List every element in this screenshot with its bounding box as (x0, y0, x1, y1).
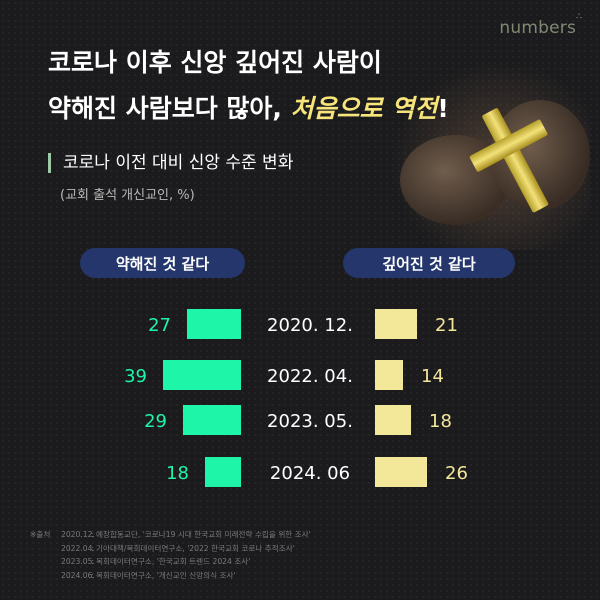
footnotes: ※출처 2020.12.: 예장합동교단, '코로나19 시대 한국교회 미래전략… (30, 528, 311, 582)
bar-deeper (375, 309, 417, 339)
category-label: 2022. 04. (267, 366, 353, 387)
value-label-deeper: 14 (421, 366, 444, 387)
headline-line-1: 코로나 이후 신앙 깊어진 사람이 (48, 48, 382, 77)
section-caption: (교회 출석 개신교인, %) (60, 188, 195, 203)
category-label: 2020. 12. (267, 315, 353, 336)
headline: 코로나 이후 신앙 깊어진 사람이 약해진 사람보다 많아, 처음으로 역전! (48, 40, 449, 132)
bar-weaker (163, 360, 241, 390)
diverging-bar-chart: 27 2020. 12. 21 39 2022. 04. 14 29 2023. 05. 18 1… (124, 309, 468, 487)
bar-deeper (375, 405, 411, 435)
bar-weaker (183, 405, 241, 435)
legend-deeper: 깊어진 것 같다 (343, 248, 515, 278)
headline-highlight: 처음으로 역전 (290, 94, 438, 123)
headline-line-2: 약해진 사람보다 많아, 처음으로 역전! (48, 94, 449, 123)
footnote-row: 2022.04.: 기아대책/목회데이터연구소, '2022 한국교회 코로나 … (61, 543, 295, 553)
bar-weaker (205, 457, 241, 487)
value-label-weaker: 27 (148, 315, 171, 336)
value-label-weaker: 18 (166, 463, 189, 484)
bar-weaker (187, 309, 241, 339)
footnote-row: ※출처 2020.12.: 예장합동교단, '코로나19 시대 한국교회 미래전략… (30, 530, 311, 539)
category-label: 2024. 06 (270, 463, 350, 484)
praying-hands-cross-image (360, 40, 600, 255)
category-label: 2023. 05. (267, 411, 353, 432)
value-label-weaker: 39 (124, 366, 147, 387)
section-title: 코로나 이전 대비 신앙 수준 변화 (48, 153, 293, 173)
bar-deeper (375, 360, 403, 390)
bar-deeper (375, 457, 427, 487)
value-label-deeper: 18 (429, 411, 452, 432)
value-label-deeper: 21 (435, 315, 458, 336)
value-label-weaker: 29 (144, 411, 167, 432)
footnote-row: 2023.05.: 목회데이터연구소, '한국교회 트렌드 2024 조사' (61, 557, 251, 566)
value-label-deeper: 26 (445, 463, 468, 484)
footnote-row: 2024.06.: 목회데이터연구소, '개신교인 신앙의식 조사' (61, 570, 236, 580)
brand-logo: numbers ∴ (499, 12, 582, 38)
legend-weaker: 약해진 것 같다 (80, 248, 245, 278)
